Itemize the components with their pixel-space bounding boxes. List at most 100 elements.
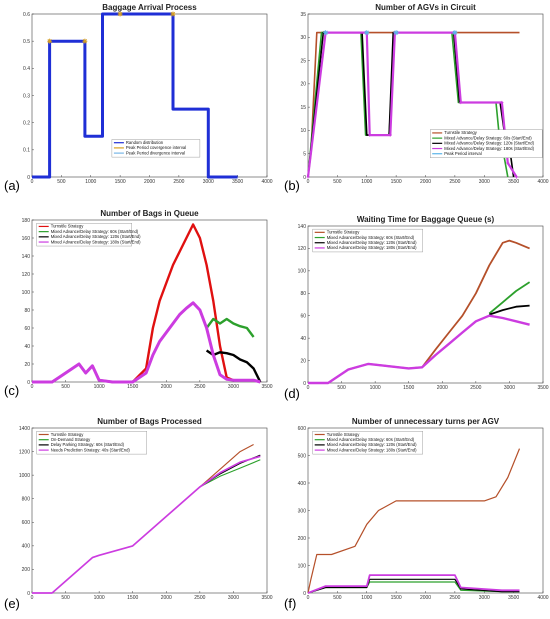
x-tick-label: 4000 bbox=[537, 595, 548, 601]
legend-box bbox=[111, 139, 201, 158]
y-tick-label: 400 bbox=[298, 481, 307, 487]
panel-label: (b) bbox=[284, 178, 300, 193]
plot-area bbox=[307, 225, 544, 384]
y-tick-label: 200 bbox=[298, 536, 307, 542]
x-tick-label: 4000 bbox=[537, 179, 548, 185]
y-tick-label: 40 bbox=[300, 336, 306, 342]
series-line bbox=[205, 317, 255, 338]
x-tick-label: 3500 bbox=[232, 179, 243, 185]
x-tick-label: 2000 bbox=[420, 595, 431, 601]
x-tick-label: 3000 bbox=[228, 384, 239, 390]
x-tick-label: 2000 bbox=[420, 179, 431, 185]
panel-5: Number of Bags Processed 0 500 1000 1500 2000… bbox=[4, 417, 273, 611]
y-tick-label: 20 bbox=[300, 358, 306, 364]
legend-entry: Mixed Advance/Delay Strategy: 60s (Start… bbox=[444, 135, 532, 140]
y-tick-label: 160 bbox=[22, 236, 31, 242]
plot-area bbox=[31, 427, 268, 594]
series-line bbox=[199, 459, 261, 488]
y-tick-label: 15 bbox=[300, 105, 306, 111]
legend-entry: On-Demand Strategy bbox=[51, 437, 91, 442]
y-tick-label: 1000 bbox=[19, 473, 30, 479]
x-tick-label: 2500 bbox=[449, 179, 460, 185]
y-tick-label: 100 bbox=[298, 563, 307, 569]
y-tick-label: 0 bbox=[27, 380, 30, 386]
panel-label: (d) bbox=[284, 386, 300, 401]
y-tick-label: 100 bbox=[298, 269, 307, 275]
chart-title: Number of Bags in Queue bbox=[100, 209, 199, 218]
y-tick-label: 0 bbox=[303, 381, 306, 387]
series-line bbox=[205, 349, 262, 383]
y-tick-label: 0 bbox=[27, 175, 30, 181]
data-marker bbox=[506, 161, 510, 165]
x-tick-label: 2500 bbox=[194, 384, 205, 390]
y-tick-label: 0 bbox=[27, 591, 30, 597]
y-tick-label: 120 bbox=[22, 272, 31, 278]
y-tick-label: 100 bbox=[22, 290, 31, 296]
x-tick-label: 500 bbox=[337, 385, 346, 391]
series-line bbox=[32, 301, 261, 384]
data-marker bbox=[514, 175, 519, 179]
x-tick-label: 2500 bbox=[194, 595, 205, 601]
data-marker bbox=[459, 100, 463, 105]
x-tick-label: 0 bbox=[31, 179, 34, 185]
x-tick-label: 1000 bbox=[361, 179, 372, 185]
y-tick-label: 200 bbox=[22, 567, 31, 573]
y-tick-label: 60 bbox=[24, 326, 30, 332]
data-marker bbox=[393, 30, 399, 36]
y-tick-label: 140 bbox=[22, 254, 31, 260]
legend-box bbox=[430, 129, 543, 158]
y-tick-label: 5 bbox=[303, 152, 306, 158]
legend-entry: Peak Period covergence interval bbox=[126, 145, 186, 150]
y-tick-label: 10 bbox=[300, 128, 306, 134]
y-tick-label: 140 bbox=[298, 224, 307, 230]
y-tick-label: 500 bbox=[298, 453, 307, 459]
series-line bbox=[308, 314, 530, 385]
x-tick-label: 2500 bbox=[173, 179, 184, 185]
x-tick-label: 2000 bbox=[161, 384, 172, 390]
legend-entry: Turnstile Strategy bbox=[51, 432, 85, 437]
legend-entry: Peak Period interval bbox=[444, 151, 482, 156]
series-line bbox=[489, 304, 530, 316]
y-tick-label: 20 bbox=[24, 362, 30, 368]
panel-6: Number of unnecessary turns per AGV 0 500 1… bbox=[284, 417, 549, 611]
legend-entry: Mixed Advance/Delay Strategy: 60s (Start… bbox=[327, 437, 415, 442]
data-marker bbox=[47, 38, 53, 44]
legend-entry: Delay Parking Strategy: 60s (Start/End) bbox=[51, 442, 125, 447]
x-tick-label: 500 bbox=[57, 179, 66, 185]
y-tick-label: 25 bbox=[300, 58, 306, 64]
y-tick-label: 0.4 bbox=[23, 66, 30, 72]
y-tick-label: 80 bbox=[300, 291, 306, 297]
x-tick-label: 3000 bbox=[479, 179, 490, 185]
y-tick-label: 0 bbox=[303, 175, 306, 181]
x-tick-label: 1500 bbox=[391, 179, 402, 185]
legend-box bbox=[312, 228, 423, 253]
x-tick-label: 3500 bbox=[508, 179, 519, 185]
y-tick-label: 600 bbox=[298, 426, 307, 432]
x-tick-label: 1000 bbox=[94, 595, 105, 601]
plot-area bbox=[307, 427, 544, 594]
series-line bbox=[307, 448, 521, 594]
series-line bbox=[488, 281, 531, 315]
panel-label: (c) bbox=[4, 383, 19, 398]
x-tick-label: 1500 bbox=[127, 595, 138, 601]
panel-label: (f) bbox=[284, 596, 296, 611]
x-tick-label: 2000 bbox=[161, 595, 172, 601]
x-tick-label: 1000 bbox=[85, 179, 96, 185]
y-tick-label: 1400 bbox=[19, 426, 30, 432]
y-tick-label: 600 bbox=[22, 520, 31, 526]
series-line bbox=[32, 455, 261, 594]
legend-entry: Mixed Advance/Delay Strategy: 180s (Star… bbox=[444, 146, 534, 151]
data-marker bbox=[82, 38, 88, 44]
series-line bbox=[307, 578, 520, 594]
chart-title: Number of Bags Processed bbox=[97, 417, 202, 426]
x-tick-label: 500 bbox=[61, 595, 70, 601]
panel-label: (e) bbox=[4, 596, 20, 611]
y-tick-label: 0.1 bbox=[23, 148, 30, 154]
legend-entry: Mixed Advance/Delay Strategy: 60s (Start… bbox=[51, 229, 139, 234]
